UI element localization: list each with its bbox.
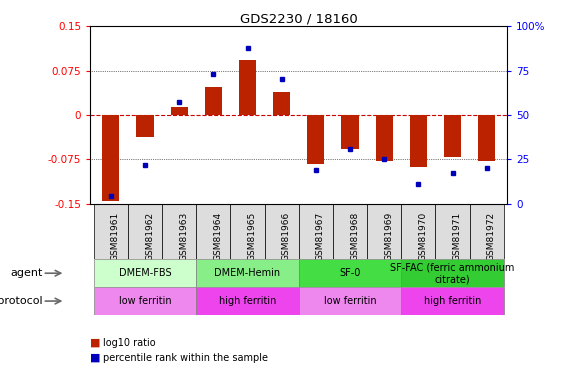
Text: low ferritin: low ferritin	[119, 296, 171, 306]
Bar	[196, 287, 299, 315]
Text: log10 ratio: log10 ratio	[103, 338, 156, 348]
Bar	[299, 287, 401, 315]
Bar	[478, 115, 495, 161]
Bar	[171, 107, 188, 115]
Bar	[103, 115, 120, 201]
Bar	[342, 115, 359, 149]
Bar	[94, 259, 196, 287]
Bar	[196, 204, 230, 259]
Bar	[205, 87, 222, 115]
Text: GSM81968: GSM81968	[350, 212, 359, 261]
Title: GDS2230 / 18160: GDS2230 / 18160	[240, 12, 357, 25]
Bar	[401, 259, 504, 287]
Text: high ferritin: high ferritin	[219, 296, 276, 306]
Bar	[94, 287, 196, 315]
Bar	[299, 259, 401, 287]
Bar	[94, 204, 128, 259]
Bar	[410, 115, 427, 167]
Bar	[196, 259, 299, 287]
Text: percentile rank within the sample: percentile rank within the sample	[103, 353, 268, 363]
Text: GSM81962: GSM81962	[145, 212, 154, 261]
Bar	[333, 204, 367, 259]
Bar	[128, 204, 162, 259]
Text: SF-FAC (ferric ammonium
citrate): SF-FAC (ferric ammonium citrate)	[391, 262, 515, 284]
Bar	[401, 204, 436, 259]
Text: GSM81972: GSM81972	[487, 212, 496, 261]
Text: high ferritin: high ferritin	[424, 296, 481, 306]
Text: GSM81971: GSM81971	[452, 212, 462, 261]
Text: GSM81963: GSM81963	[179, 212, 188, 261]
Text: GSM81969: GSM81969	[384, 212, 393, 261]
Bar	[367, 204, 401, 259]
Text: ■: ■	[90, 338, 104, 348]
Bar	[436, 204, 470, 259]
Bar	[136, 115, 153, 137]
Bar	[299, 204, 333, 259]
Text: GSM81964: GSM81964	[213, 212, 222, 261]
Bar	[470, 204, 504, 259]
Bar	[273, 93, 290, 115]
Text: DMEM-Hemin: DMEM-Hemin	[215, 268, 280, 278]
Text: DMEM-FBS: DMEM-FBS	[119, 268, 171, 278]
Text: ■: ■	[90, 353, 104, 363]
Bar	[230, 204, 265, 259]
Text: GSM81967: GSM81967	[316, 212, 325, 261]
Bar	[307, 115, 324, 164]
Bar	[239, 60, 256, 115]
Text: GSM81965: GSM81965	[248, 212, 257, 261]
Bar	[162, 204, 196, 259]
Bar	[265, 204, 299, 259]
Text: low ferritin: low ferritin	[324, 296, 377, 306]
Text: GSM81966: GSM81966	[282, 212, 291, 261]
Text: GSM81970: GSM81970	[419, 212, 427, 261]
Bar	[444, 115, 461, 158]
Text: GSM81961: GSM81961	[111, 212, 120, 261]
Text: growth protocol: growth protocol	[0, 296, 43, 306]
Bar	[401, 287, 504, 315]
Bar	[375, 115, 393, 161]
Text: agent: agent	[10, 268, 43, 278]
Text: SF-0: SF-0	[339, 268, 361, 278]
